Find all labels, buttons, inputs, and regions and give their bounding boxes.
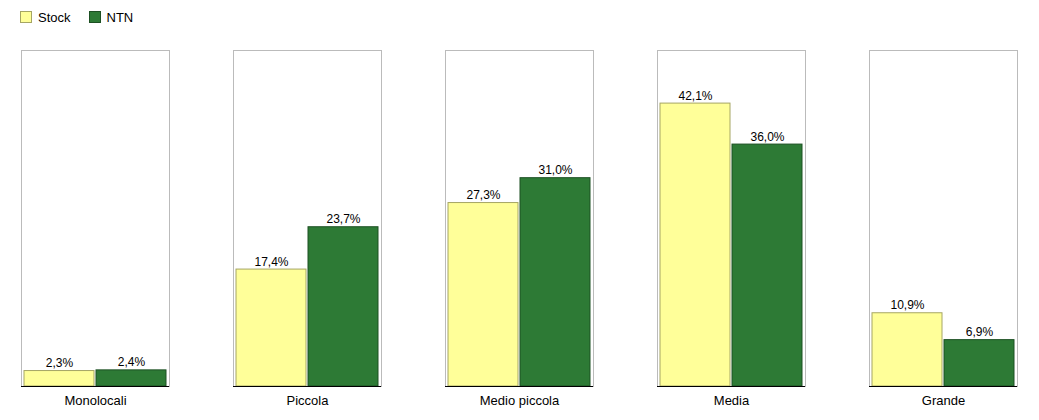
svg-text:27,3%: 27,3%	[466, 188, 500, 202]
svg-text:42,1%: 42,1%	[678, 89, 712, 103]
html-text:NTN: NTN	[106, 9, 134, 25]
svg-text:Grande: Grande	[922, 393, 965, 408]
svg-text:6,9%: 6,9%	[966, 325, 994, 339]
svg-text:2,3%: 2,3%	[46, 356, 74, 370]
svg-text:10,9%: 10,9%	[890, 298, 924, 312]
html-text:Stock: Stock	[38, 9, 71, 25]
svg-text:Piccola: Piccola	[287, 393, 330, 408]
svg-text:Monolocali: Monolocali	[64, 393, 126, 408]
svg-text:Medio piccola: Medio piccola	[480, 393, 560, 408]
svg-text:17,4%: 17,4%	[254, 255, 288, 269]
svg-text:36,0%: 36,0%	[750, 130, 784, 144]
svg-text:31,0%: 31,0%	[538, 163, 572, 177]
svg-text:23,7%: 23,7%	[326, 212, 360, 226]
svg-text:Media: Media	[714, 393, 750, 408]
svg-text:2,4%: 2,4%	[118, 355, 146, 369]
